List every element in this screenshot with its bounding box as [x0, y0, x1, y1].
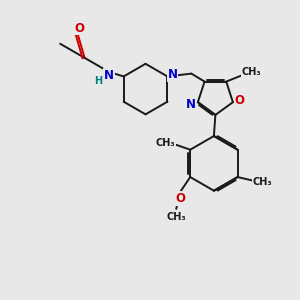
Text: O: O: [235, 94, 244, 107]
Text: CH₃: CH₃: [253, 177, 272, 187]
Text: O: O: [176, 192, 185, 205]
Text: CH₃: CH₃: [242, 67, 261, 77]
Text: O: O: [74, 22, 84, 34]
Text: CH₃: CH₃: [167, 212, 186, 222]
Text: N: N: [186, 98, 196, 111]
Text: H: H: [94, 76, 102, 86]
Text: N: N: [168, 68, 178, 81]
Text: N: N: [104, 69, 114, 82]
Text: CH₃: CH₃: [155, 138, 175, 148]
